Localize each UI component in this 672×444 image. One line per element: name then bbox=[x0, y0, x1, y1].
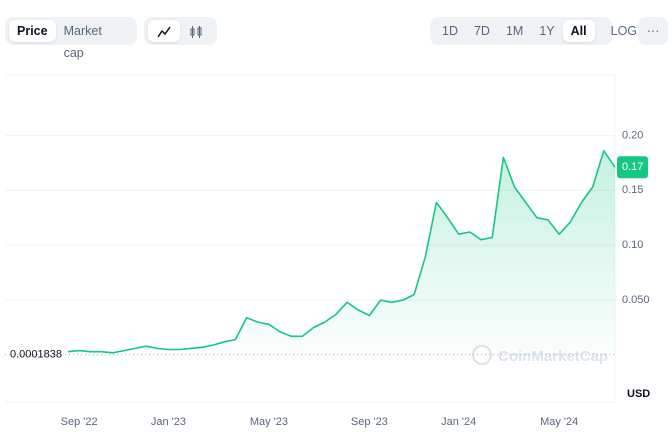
price-area bbox=[68, 150, 615, 355]
x-tick-label: May '24 bbox=[540, 416, 578, 428]
log-toggle[interactable]: LOG bbox=[610, 24, 638, 38]
tab-market-cap[interactable]: Market cap bbox=[63, 24, 102, 60]
x-tick-label: Sep '23 bbox=[351, 416, 388, 428]
more-button[interactable]: ··· bbox=[646, 24, 660, 38]
range-tabs: 1D 7D 1M 1Y All LOG bbox=[430, 17, 637, 45]
y-tick-label: 0.20 bbox=[622, 129, 643, 141]
x-tick-label: May '23 bbox=[250, 416, 288, 428]
price-line bbox=[67, 150, 616, 354]
line-chart-button[interactable] bbox=[148, 20, 180, 42]
range-1y[interactable]: 1Y bbox=[539, 24, 555, 38]
range-all[interactable]: All bbox=[562, 20, 595, 42]
candle-chart-button[interactable] bbox=[180, 20, 212, 42]
range-1m[interactable]: 1M bbox=[505, 24, 524, 38]
range-7d[interactable]: 7D bbox=[473, 24, 490, 38]
baseline-label: 0.0001838 bbox=[10, 349, 62, 361]
x-tick-label: Jan '23 bbox=[151, 416, 186, 428]
y-tick-label: 0.15 bbox=[622, 184, 643, 196]
x-tick-label: Sep '22 bbox=[61, 416, 98, 428]
y-tick-label: 0.050 bbox=[622, 294, 650, 306]
current-price-label: 0.17 bbox=[622, 161, 643, 173]
range-1d[interactable]: 1D bbox=[442, 24, 458, 38]
metric-tabs: Price Market cap bbox=[5, 17, 137, 60]
more-menu: ··· bbox=[638, 17, 668, 45]
x-tick-label: Jan '24 bbox=[441, 416, 476, 428]
current-price-tag bbox=[617, 156, 648, 179]
tab-price[interactable]: Price bbox=[9, 20, 56, 42]
currency-label: USD bbox=[627, 388, 650, 400]
y-tick-label: 0.10 bbox=[622, 239, 643, 251]
chart-style bbox=[144, 17, 217, 45]
